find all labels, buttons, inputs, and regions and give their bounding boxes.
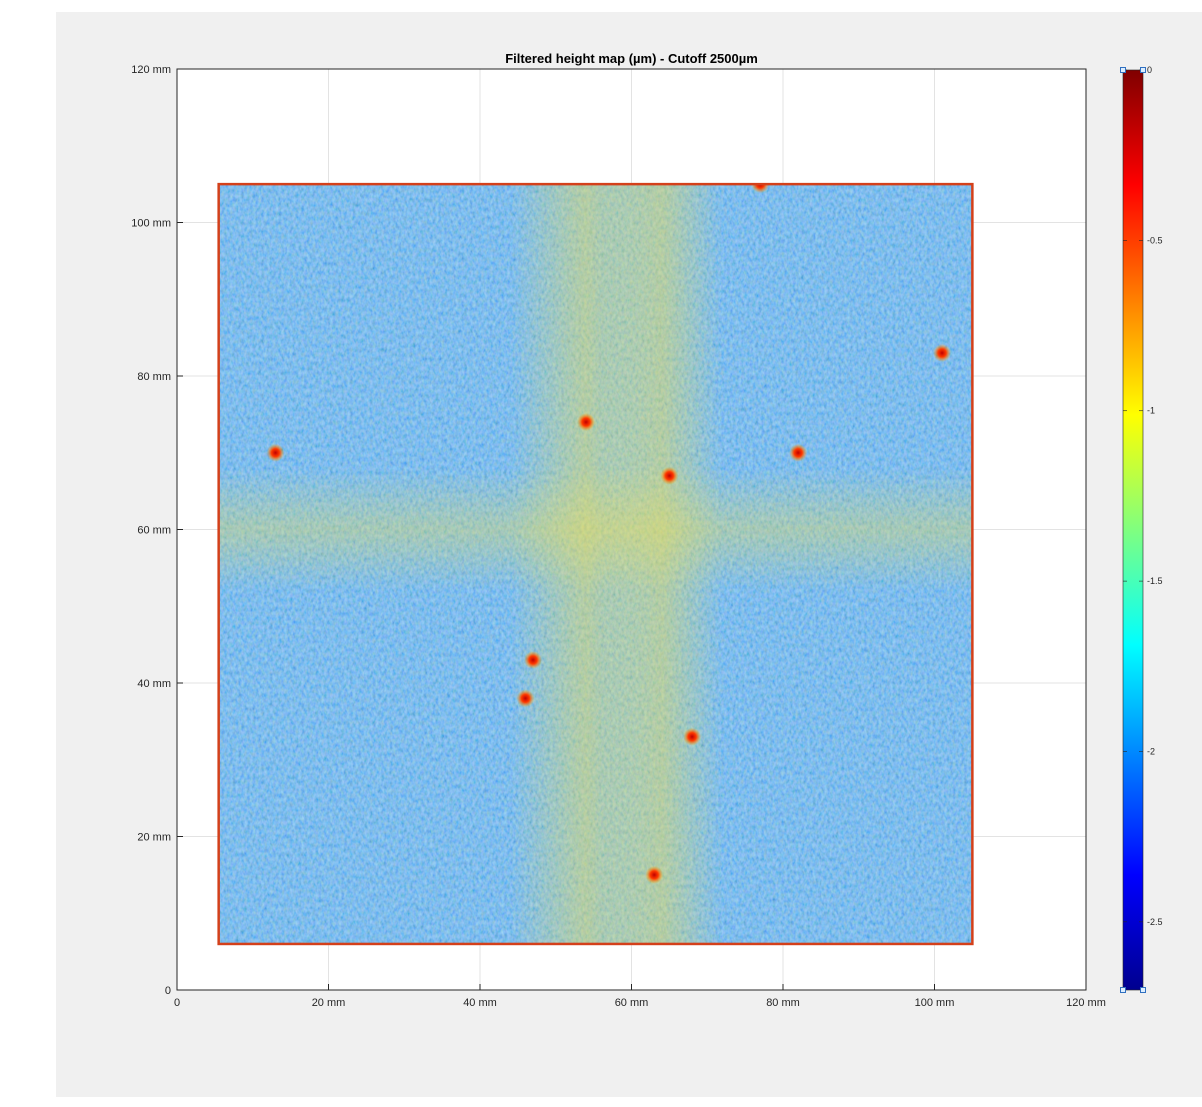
hotspot bbox=[524, 650, 543, 669]
sample-edge bbox=[217, 182, 974, 946]
hotspot bbox=[660, 466, 679, 485]
x-tick-label: 40 mm bbox=[463, 997, 497, 1009]
y-axis: 0 20 mm 40 mm 60 mm 80 mm 100 mm 120 mm bbox=[131, 64, 183, 997]
y-tick-label: 40 mm bbox=[137, 678, 171, 690]
y-tick-label: 120 mm bbox=[131, 64, 171, 76]
x-tick-label: 120 mm bbox=[1066, 997, 1106, 1009]
colorbar-tick-label: -2 bbox=[1147, 746, 1155, 756]
colorbar-tick-label: -0.5 bbox=[1147, 235, 1163, 245]
figure-window: 0 20 mm 40 mm 60 mm 80 mm 100 mm 120 mm 0 20 mm… bbox=[56, 12, 1202, 1097]
x-axis: 0 20 mm 40 mm 60 mm 80 mm 100 mm 120 mm bbox=[174, 984, 1106, 1009]
colorbar-handle[interactable] bbox=[1120, 987, 1126, 993]
colorbar-handle[interactable] bbox=[1140, 67, 1146, 73]
hotspot bbox=[683, 727, 702, 746]
colorbar-gradient bbox=[1122, 69, 1144, 991]
colorbar-ticks: 0 -0.5 -1 -1.5 -2 -2.5 bbox=[1123, 65, 1163, 927]
x-tick-label: 20 mm bbox=[312, 997, 346, 1009]
colorbar-tick-label: 0 bbox=[1147, 65, 1152, 75]
colorbar-handle[interactable] bbox=[1140, 987, 1146, 993]
y-tick-label: 100 mm bbox=[131, 218, 171, 230]
y-tick-label: 20 mm bbox=[137, 832, 171, 844]
colorbar-handle[interactable] bbox=[1120, 67, 1126, 73]
x-tick-label: 60 mm bbox=[615, 997, 649, 1009]
x-tick-label: 0 bbox=[174, 997, 180, 1009]
x-tick-label: 80 mm bbox=[766, 997, 800, 1009]
hotspot bbox=[933, 343, 952, 362]
height-map-image bbox=[218, 184, 973, 944]
x-tick-label: 100 mm bbox=[915, 997, 955, 1009]
colorbar[interactable]: 0 -0.5 -1 -1.5 -2 -2.5 bbox=[1120, 65, 1163, 993]
hotspot bbox=[645, 865, 664, 884]
hotspot bbox=[266, 443, 285, 462]
y-tick-label: 0 bbox=[165, 985, 171, 997]
hotspot bbox=[751, 184, 770, 194]
y-tick-label: 60 mm bbox=[137, 525, 171, 537]
hotspot bbox=[789, 443, 808, 462]
colorbar-tick-label: -1.5 bbox=[1147, 576, 1163, 586]
hotspot bbox=[577, 413, 596, 432]
y-tick-label: 80 mm bbox=[137, 371, 171, 383]
hotspot bbox=[516, 689, 535, 708]
height-map-chart: 0 20 mm 40 mm 60 mm 80 mm 100 mm 120 mm 0 20 mm… bbox=[131, 51, 1163, 1009]
colorbar-tick-label: -2.5 bbox=[1147, 917, 1163, 927]
colorbar-tick-label: -1 bbox=[1147, 406, 1155, 416]
chart-title: Filtered height map (µm) - Cutoff 2500µm bbox=[505, 51, 758, 66]
